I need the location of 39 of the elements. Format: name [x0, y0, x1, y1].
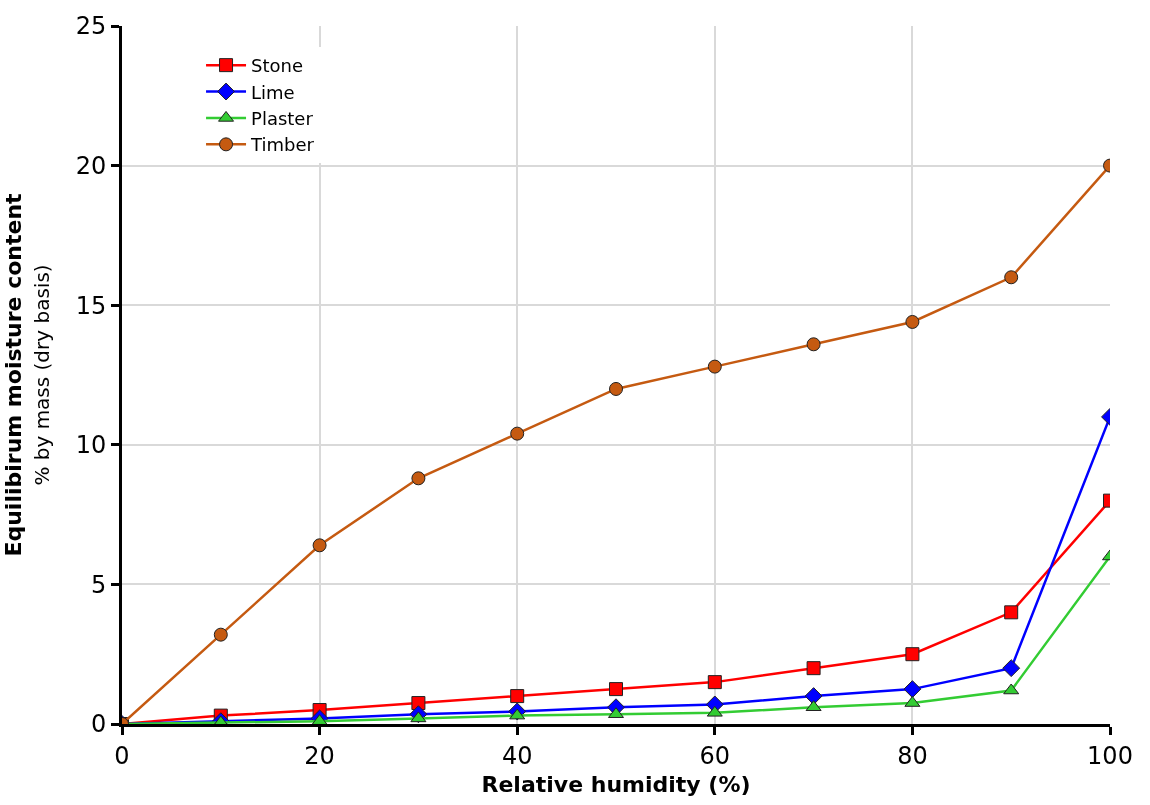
x-tick-label: 60: [699, 741, 731, 770]
point: [510, 426, 525, 441]
point: [905, 647, 920, 662]
point: [213, 627, 228, 642]
legend-label: Timber: [250, 134, 315, 156]
point: [707, 359, 722, 374]
point: [806, 661, 821, 676]
x-tick-label: 100: [1087, 741, 1133, 770]
point: [609, 682, 623, 697]
y-tick-label: 25: [75, 12, 107, 41]
x-tick-label: 20: [304, 741, 335, 770]
x-axis-title: Relative humidity (%): [481, 771, 751, 797]
y-axis-title: Equilibirum moisture content % by mass (dry basis): [0, 192, 55, 557]
point: [609, 381, 623, 396]
x-tick-label: 0: [114, 741, 130, 770]
point: [806, 337, 821, 352]
point: [1004, 605, 1019, 620]
legend-label: Plaster: [251, 107, 314, 129]
point: [1004, 270, 1019, 285]
point: [903, 680, 922, 699]
point: [410, 711, 427, 723]
point: [706, 705, 723, 717]
point: [1003, 683, 1020, 695]
y-tick-label: 20: [75, 152, 107, 180]
point: [411, 471, 426, 486]
point: [509, 708, 526, 720]
point: [510, 689, 525, 704]
x-tick-label: 80: [897, 741, 928, 770]
y-tick-label: 5: [90, 570, 107, 599]
point: [312, 538, 327, 553]
y-tick-label: 10: [75, 431, 107, 460]
legend-label: Stone: [251, 55, 304, 77]
point: [905, 314, 920, 329]
y-tick-label: 15: [75, 291, 107, 320]
legend-label: Lime: [251, 81, 295, 103]
point: [1002, 659, 1021, 678]
x-tick-label: 40: [501, 741, 533, 770]
y-tick-label: 0: [90, 710, 107, 739]
point: [707, 675, 722, 690]
